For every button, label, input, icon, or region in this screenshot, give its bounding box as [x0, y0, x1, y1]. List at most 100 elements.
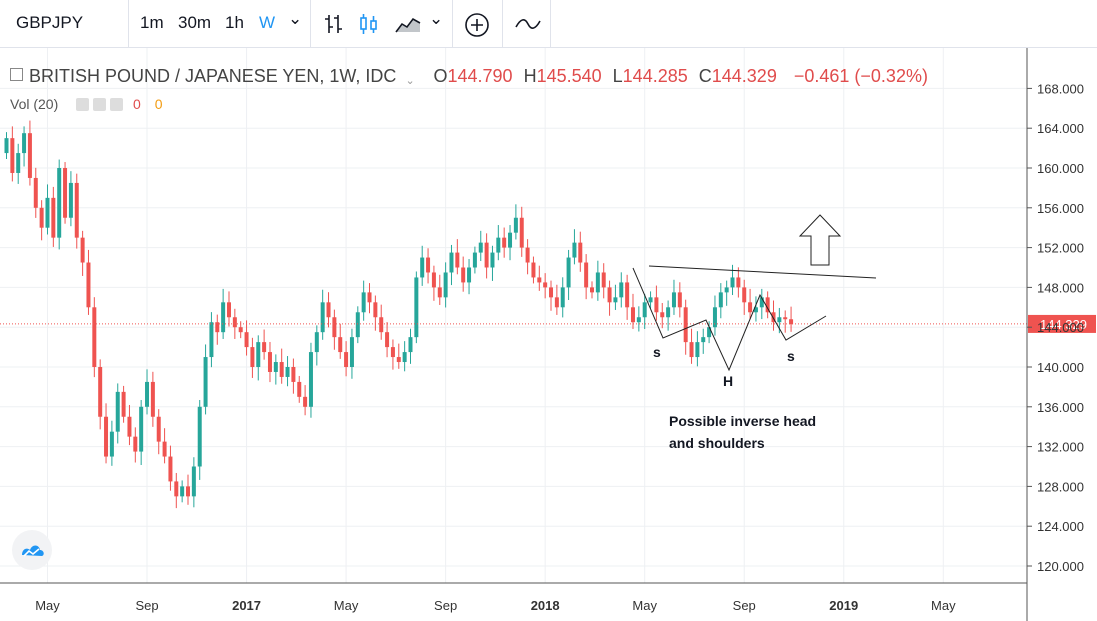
candle-body [414, 277, 419, 338]
candle-body [654, 297, 659, 313]
x-tick-label: May [334, 598, 359, 613]
candle-body [385, 332, 390, 348]
candle-body [314, 332, 319, 353]
pattern-overlay: 144.329 [0, 214, 1096, 372]
candle-body [156, 416, 161, 442]
candle-body [765, 297, 770, 313]
candle-body [625, 282, 630, 308]
ohlc-high-label: H [523, 66, 537, 86]
candles-chart-icon[interactable] [357, 12, 381, 36]
x-tick-label: Sep [135, 598, 158, 613]
candle-body [730, 277, 735, 288]
y-tick-label: 148.000 [1037, 280, 1084, 295]
candle-body [45, 197, 50, 228]
candle-body [701, 337, 706, 343]
candle-body [291, 367, 296, 382]
candle-body [250, 347, 255, 367]
volume-legend: Vol (20) 0 0 [10, 96, 163, 112]
eye-icon[interactable] [76, 98, 90, 111]
candle-body [554, 297, 559, 308]
candle-body [4, 138, 9, 154]
volume-value-2: 0 [154, 96, 163, 112]
candle-body [472, 252, 477, 268]
compare-wave-icon[interactable] [514, 12, 542, 36]
candle-body [226, 302, 231, 318]
neckline [648, 265, 877, 279]
candle-body [712, 307, 717, 328]
close-icon[interactable] [110, 98, 124, 111]
candle-body [104, 416, 109, 457]
candle-body [636, 317, 641, 323]
collapse-legend-icon[interactable] [10, 68, 23, 81]
candle-body [601, 272, 606, 288]
resolution-1h-button[interactable]: 1h [225, 13, 244, 32]
candle-body [27, 133, 32, 178]
candle-body [560, 287, 565, 308]
candle-body [10, 138, 15, 173]
candle-body [162, 441, 167, 457]
candle-body [244, 332, 249, 348]
chart-grid [0, 48, 1027, 583]
candle-body [338, 337, 343, 353]
candle-series [4, 120, 794, 509]
chart-type-chevron-icon[interactable]: ⌄ [429, 9, 444, 28]
candle-body [133, 436, 138, 452]
resolution-30m-button[interactable]: 30m [178, 13, 212, 32]
candle-body [139, 406, 144, 452]
candle-body [367, 292, 372, 303]
pattern-note-line-2: and shoulders [669, 435, 765, 451]
candle-body [537, 277, 542, 283]
candle-body [431, 272, 436, 288]
x-tick-label: 2017 [232, 598, 261, 613]
candle-body [718, 292, 723, 308]
resolution-1m-button[interactable]: 1m [140, 13, 164, 32]
x-tick-label: May [632, 598, 657, 613]
candle-body [215, 322, 220, 333]
resolution-dropdown-chevron-icon[interactable]: ⌄ [288, 9, 303, 28]
candle-body [297, 381, 302, 397]
y-tick-label: 156.000 [1037, 201, 1084, 216]
bars-chart-icon[interactable] [322, 12, 346, 36]
y-tick-label: 152.000 [1037, 241, 1084, 256]
candle-body [332, 317, 337, 338]
candle-body [74, 182, 79, 238]
candle-body [57, 168, 62, 238]
y-tick-label: 168.000 [1037, 81, 1084, 96]
candle-body [221, 302, 226, 333]
x-tick-label: 2018 [531, 598, 560, 613]
candle-body [666, 307, 671, 318]
candle-body [379, 317, 384, 333]
candle-body [595, 272, 600, 293]
y-tick-label: 120.000 [1037, 559, 1084, 574]
price-chart[interactable]: 144.329 120.000 124.000 128.000 132.000 136.… [0, 48, 1097, 621]
candle-body [420, 257, 425, 278]
candle-body [695, 342, 700, 358]
candle-body [349, 337, 354, 367]
candle-body [92, 307, 97, 367]
candle-body [613, 297, 618, 303]
candle-body [320, 302, 325, 333]
candle-body [607, 287, 612, 303]
candle-body [707, 327, 712, 338]
ohlc-open-value: 144.790 [447, 66, 513, 86]
add-indicator-icon[interactable] [464, 12, 490, 38]
candle-body [344, 352, 349, 367]
candle-body [502, 237, 507, 248]
price-change: −0.461 (−0.32%) [793, 66, 928, 86]
toolbar-divider [550, 0, 551, 47]
tradingview-logo[interactable] [12, 530, 52, 570]
area-chart-icon[interactable] [394, 12, 422, 36]
y-tick-label: 144.000 [1037, 320, 1084, 335]
candle-body [390, 347, 395, 358]
gear-icon[interactable] [93, 98, 107, 111]
left-shoulder-label: s [653, 344, 661, 360]
candle-body [273, 362, 278, 372]
candle-body [98, 367, 103, 417]
x-tick-label: May [35, 598, 60, 613]
cloud-logo-icon [22, 545, 44, 557]
resolution-w-button[interactable]: W [259, 13, 276, 32]
last-price-marker [1028, 314, 1096, 333]
legend-chevron-icon[interactable]: ⌄ [405, 75, 415, 87]
symbol-search[interactable]: GBPJPY [16, 13, 84, 32]
candle-body [683, 307, 688, 343]
